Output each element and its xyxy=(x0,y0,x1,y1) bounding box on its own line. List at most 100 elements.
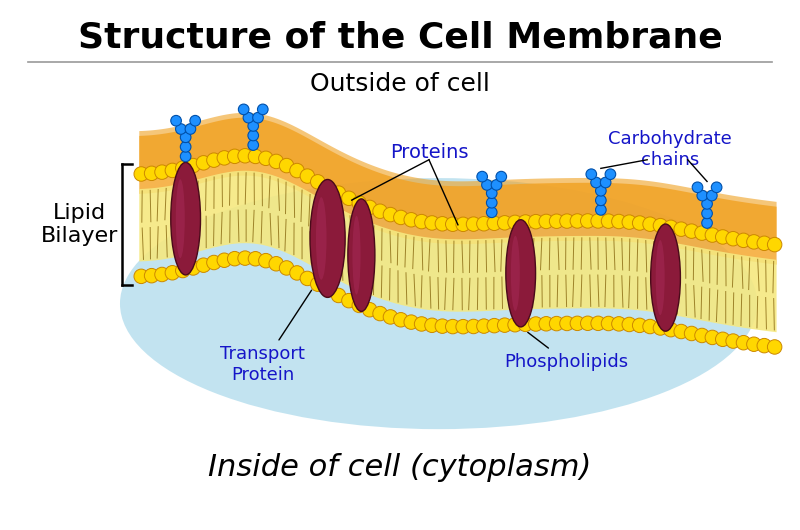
Circle shape xyxy=(466,217,481,232)
Circle shape xyxy=(180,142,191,152)
Circle shape xyxy=(581,214,595,228)
Circle shape xyxy=(705,330,719,344)
Circle shape xyxy=(560,214,574,228)
Circle shape xyxy=(352,196,366,210)
Circle shape xyxy=(539,316,554,331)
Circle shape xyxy=(692,182,703,192)
Circle shape xyxy=(486,207,497,218)
Circle shape xyxy=(310,174,325,189)
Text: Structure of the Cell Membrane: Structure of the Cell Membrane xyxy=(78,21,722,55)
Circle shape xyxy=(586,169,597,180)
Circle shape xyxy=(331,186,346,200)
Circle shape xyxy=(404,213,418,227)
Circle shape xyxy=(674,222,689,236)
Circle shape xyxy=(622,317,637,332)
Circle shape xyxy=(477,217,491,231)
Circle shape xyxy=(227,149,242,164)
Ellipse shape xyxy=(650,224,681,331)
Circle shape xyxy=(466,319,481,334)
Circle shape xyxy=(253,112,263,123)
Circle shape xyxy=(590,177,602,188)
Circle shape xyxy=(539,214,554,228)
Circle shape xyxy=(715,332,730,347)
Circle shape xyxy=(757,338,771,353)
Circle shape xyxy=(186,261,200,275)
Circle shape xyxy=(134,269,149,284)
Ellipse shape xyxy=(120,178,758,429)
Circle shape xyxy=(144,166,159,181)
Circle shape xyxy=(653,321,668,335)
Circle shape xyxy=(425,318,439,332)
Circle shape xyxy=(206,255,221,270)
Circle shape xyxy=(310,277,325,292)
Circle shape xyxy=(498,318,512,332)
Circle shape xyxy=(663,322,678,337)
Circle shape xyxy=(165,266,180,280)
Circle shape xyxy=(300,271,314,286)
Ellipse shape xyxy=(176,179,185,258)
Circle shape xyxy=(404,315,418,329)
Circle shape xyxy=(726,334,740,348)
Circle shape xyxy=(694,328,710,343)
Circle shape xyxy=(186,158,200,173)
Circle shape xyxy=(362,303,377,317)
Circle shape xyxy=(702,199,712,209)
Circle shape xyxy=(705,228,719,242)
Text: Outside of cell: Outside of cell xyxy=(310,72,490,96)
Circle shape xyxy=(290,163,304,178)
Circle shape xyxy=(612,214,626,229)
Circle shape xyxy=(612,316,626,331)
Circle shape xyxy=(595,205,606,215)
Circle shape xyxy=(726,232,740,246)
Circle shape xyxy=(243,112,254,123)
Ellipse shape xyxy=(656,240,665,315)
Circle shape xyxy=(746,337,761,351)
Text: Phospholipids: Phospholipids xyxy=(504,332,628,370)
Circle shape xyxy=(767,237,782,252)
Circle shape xyxy=(238,104,249,114)
Circle shape xyxy=(550,316,564,331)
Circle shape xyxy=(477,171,487,182)
Circle shape xyxy=(456,217,470,232)
Circle shape xyxy=(373,204,387,218)
Circle shape xyxy=(217,253,231,268)
Circle shape xyxy=(581,316,595,331)
Circle shape xyxy=(300,169,314,183)
Circle shape xyxy=(491,180,502,190)
Circle shape xyxy=(529,215,543,229)
Circle shape xyxy=(342,191,356,206)
Ellipse shape xyxy=(170,162,201,275)
Circle shape xyxy=(279,261,294,275)
Ellipse shape xyxy=(348,199,375,312)
Circle shape xyxy=(674,324,689,339)
Circle shape xyxy=(258,253,273,268)
Circle shape xyxy=(702,218,712,228)
Circle shape xyxy=(414,317,429,331)
Circle shape xyxy=(175,263,190,278)
Circle shape xyxy=(702,208,712,219)
Circle shape xyxy=(486,188,497,199)
Circle shape xyxy=(446,217,460,232)
Circle shape xyxy=(518,215,533,229)
Text: Transport
Protein: Transport Protein xyxy=(221,290,311,384)
Circle shape xyxy=(383,310,398,324)
Circle shape xyxy=(180,132,191,143)
Circle shape xyxy=(331,288,346,303)
Circle shape xyxy=(602,316,616,331)
Circle shape xyxy=(477,319,491,333)
Ellipse shape xyxy=(511,236,520,311)
Circle shape xyxy=(633,318,647,333)
Circle shape xyxy=(736,233,750,248)
Circle shape xyxy=(684,224,699,238)
Circle shape xyxy=(154,165,170,179)
Circle shape xyxy=(602,214,616,228)
Circle shape xyxy=(711,182,722,192)
Circle shape xyxy=(694,226,710,241)
Circle shape xyxy=(508,317,522,332)
Circle shape xyxy=(633,216,647,230)
Circle shape xyxy=(258,104,268,114)
Circle shape xyxy=(605,169,616,180)
Circle shape xyxy=(175,161,190,175)
Text: Carbohydrate
chains: Carbohydrate chains xyxy=(609,130,732,169)
Circle shape xyxy=(736,335,750,350)
